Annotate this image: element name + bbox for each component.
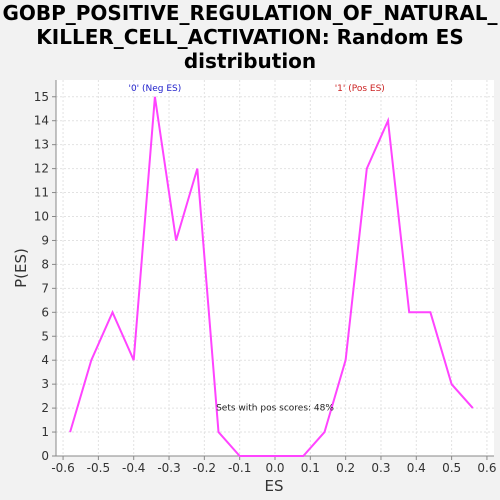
y-tick-label: 7 [41,281,49,295]
y-tick-label: 1 [41,425,49,439]
x-tick-label: 0.1 [301,461,320,475]
y-tick-label: 6 [41,305,49,319]
y-tick-label: 11 [34,186,49,200]
x-tick-label: 0.4 [407,461,426,475]
y-tick-label: 4 [41,353,49,367]
annotation: '1' (Pos ES) [335,84,385,94]
series-line [69,96,474,457]
annotations: '0' (Neg ES) '1' (Pos ES) Sets with pos sc… [128,84,384,414]
y-tick-label: 14 [34,114,49,128]
y-tick-label: 8 [41,257,49,271]
x-axis-label: ES [265,477,284,495]
x-tick-label: -0.1 [228,461,251,475]
y-tick-label: 9 [41,233,49,247]
y-tick-label: 3 [41,377,49,391]
y-tick-label: 0 [41,449,49,463]
x-tick-label: 0.3 [371,461,390,475]
annotation: '0' (Neg ES) [128,84,181,94]
x-tick-label: 0.2 [336,461,355,475]
y-tick-label: 5 [41,329,49,343]
x-tick-label: -0.3 [157,461,180,475]
x-tick-label: -0.6 [51,461,74,475]
y-tick-label: 10 [34,210,49,224]
y-tick-label: 15 [34,90,49,104]
x-tick-label: 0.6 [477,461,496,475]
x-axis: -0.6 -0.5 -0.4 -0.3 -0.2 -0.1 0.0 0.1 0.2 0.3 0.4 0… [51,456,496,475]
annotation: Sets with pos scores: 48% [216,403,334,413]
x-tick-label: -0.2 [193,461,216,475]
y-tick-label: 13 [34,138,49,152]
y-axis-label: P(ES) [12,248,30,288]
y-tick-label: 2 [41,401,49,415]
x-tick-label: 0.5 [442,461,461,475]
x-tick-label: -0.4 [122,461,145,475]
x-tick-label: 0.0 [265,461,284,475]
chart-title: GOBP_POSITIVE_REGULATION_OF_NATURAL_ KIL… [2,1,498,73]
y-tick-label: 12 [34,162,49,176]
x-tick-label: -0.5 [87,461,110,475]
